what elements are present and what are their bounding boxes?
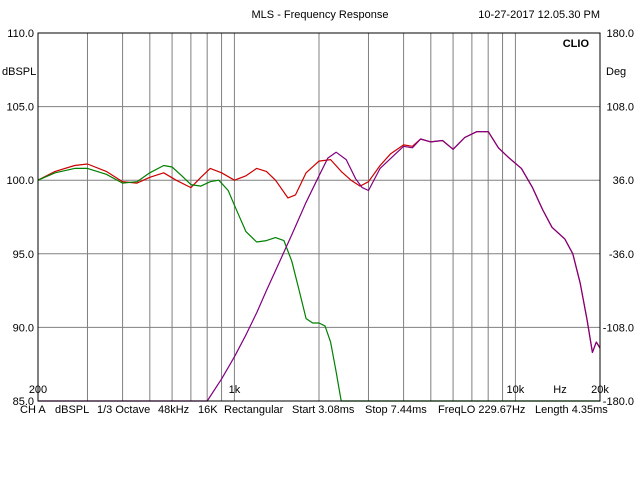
grid-lines <box>38 33 600 401</box>
x-tick-label: 200 <box>29 384 47 396</box>
y-tick-label-right: -180.0 <box>603 396 634 408</box>
curve-green <box>37 164 600 402</box>
footer-item: dBSPL <box>55 404 89 416</box>
y-tick-label-right: -108.0 <box>603 322 634 334</box>
x-tick-label: 20k <box>591 384 609 396</box>
y-axis-label-right: Deg <box>606 66 626 78</box>
footer-item: 16K <box>198 404 218 416</box>
plot-frame <box>37 32 601 402</box>
settings-footer: CH A dBSPL 1/3 Octave 48kHz 16K Rectangular St… <box>20 404 608 416</box>
footer-item: Rectangular <box>224 404 284 416</box>
y-ticks-right: 180.0 108.0 36.0 -36.0 -108.0 -180.0 <box>603 28 634 408</box>
x-tick-label: 10k <box>507 384 525 396</box>
y-tick-label-left: 85.0 <box>13 396 34 408</box>
y-tick-label-right: -36.0 <box>609 249 634 261</box>
footer-item: FreqLO 229.67Hz <box>438 404 525 416</box>
curves <box>37 131 601 402</box>
y-tick-label-right: 108.0 <box>606 102 634 114</box>
y-ticks-left: 110.0 105.0 100.0 95.0 90.0 85.0 <box>6 28 34 408</box>
footer-item: 48kHz <box>158 404 189 416</box>
curve-purple <box>38 131 601 402</box>
y-tick-label-left: 95.0 <box>13 249 34 261</box>
footer-item: CH A <box>20 404 46 416</box>
x-ticks: 200 1k 10k 20k <box>29 384 610 396</box>
footer-item: 1/3 Octave <box>97 404 150 416</box>
footer-item: Start 3.08ms <box>292 404 355 416</box>
y-tick-label-right: 36.0 <box>613 175 634 187</box>
y-tick-label-left: 100.0 <box>6 175 34 187</box>
y-tick-label-left: 105.0 <box>6 102 34 114</box>
y-axis-label-left: dBSPL <box>2 66 36 78</box>
y-tick-label-left: 90.0 <box>13 322 34 334</box>
y-tick-label-right: 180.0 <box>606 28 634 40</box>
clio-brand: CLIO <box>563 38 590 50</box>
chart-title: MLS - Frequency Response <box>252 9 389 21</box>
x-axis-label: Hz <box>553 384 566 396</box>
x-tick-label: 1k <box>229 384 241 396</box>
y-tick-label-left: 110.0 <box>7 28 34 40</box>
footer-item: Length 4.35ms <box>535 404 608 416</box>
timestamp: 10-27-2017 12.05.30 PM <box>478 9 600 21</box>
footer-item: Stop 7.44ms <box>365 404 427 416</box>
